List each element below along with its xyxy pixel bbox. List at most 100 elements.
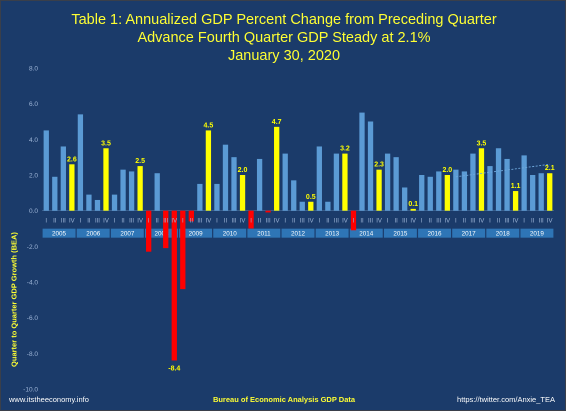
bar bbox=[282, 153, 288, 211]
bar bbox=[470, 153, 476, 211]
bar bbox=[538, 173, 544, 211]
bar bbox=[410, 208, 416, 211]
bar bbox=[137, 166, 143, 211]
y-tick-label: 4.0 bbox=[29, 137, 38, 144]
y-tick-label: -2.0 bbox=[27, 244, 39, 251]
bar bbox=[367, 121, 374, 211]
year-band bbox=[145, 228, 178, 238]
y-tick-label: -10.0 bbox=[23, 387, 38, 394]
quarter-label: II bbox=[121, 219, 125, 225]
data-label: 3.2 bbox=[340, 146, 350, 153]
quarter-label: I bbox=[80, 219, 82, 225]
quarter-label: I bbox=[387, 219, 389, 225]
bar bbox=[427, 176, 433, 211]
quarter-label: I bbox=[318, 219, 320, 225]
data-label: 2.3 bbox=[374, 162, 384, 169]
bar bbox=[436, 171, 442, 211]
bar bbox=[308, 201, 314, 211]
bar bbox=[265, 210, 271, 213]
year-band bbox=[349, 228, 383, 238]
bar bbox=[69, 164, 75, 211]
chart-subtitle: Advance Fourth Quarter GDP Steady at 2.1… bbox=[137, 30, 431, 46]
quarter-label: III bbox=[334, 219, 339, 225]
quarter-label: III bbox=[231, 219, 236, 225]
bar bbox=[222, 144, 229, 211]
bar bbox=[60, 146, 66, 211]
quarter-label: II bbox=[429, 219, 433, 225]
bar bbox=[111, 194, 118, 211]
quarter-label: IV bbox=[547, 219, 553, 225]
bar bbox=[530, 175, 536, 211]
year-label: 2015 bbox=[393, 230, 408, 237]
y-axis-label: Quarter to Quarter GDP Growth (BEA) bbox=[9, 232, 19, 367]
data-label: 2.1 bbox=[545, 165, 555, 172]
data-label: 4.7 bbox=[272, 119, 282, 126]
year-band bbox=[281, 228, 315, 238]
quarter-label: I bbox=[284, 219, 286, 225]
bar bbox=[86, 194, 92, 211]
quarter-label: II bbox=[394, 219, 398, 225]
y-tick-label: -4.0 bbox=[27, 280, 39, 287]
quarter-label: III bbox=[402, 219, 407, 225]
bar bbox=[359, 112, 365, 211]
quarter-label: III bbox=[436, 219, 441, 225]
bar bbox=[180, 210, 186, 290]
quarter-label: II bbox=[497, 219, 501, 225]
quarter-label: IV bbox=[513, 219, 519, 225]
bar bbox=[521, 155, 527, 211]
bar bbox=[333, 153, 340, 211]
x-axis-label: Bureau of Economic Analysis GDP Data bbox=[212, 395, 356, 404]
bar bbox=[171, 210, 177, 361]
chart-title: Table 1: Annualized GDP Percent Change f… bbox=[71, 12, 497, 28]
year-label: 2008 bbox=[154, 230, 169, 237]
quarter-label: II bbox=[531, 219, 535, 225]
y-tick-label: 2.0 bbox=[29, 173, 38, 180]
bar bbox=[453, 169, 459, 211]
quarter-label: III bbox=[470, 219, 475, 225]
year-band bbox=[76, 228, 110, 238]
quarter-label: IV bbox=[240, 219, 246, 225]
quarter-label: III bbox=[163, 219, 168, 225]
y-tick-label: 0.0 bbox=[29, 208, 38, 215]
quarter-label: II bbox=[156, 219, 160, 225]
quarter-label: I bbox=[523, 219, 525, 225]
data-label: 0.1 bbox=[408, 201, 418, 208]
quarter-label: II bbox=[190, 219, 194, 225]
year-band bbox=[452, 228, 486, 238]
bar bbox=[214, 183, 220, 211]
bar bbox=[291, 180, 297, 211]
footer-twitter: https://twitter.com/Anxie_TEA bbox=[457, 395, 555, 404]
year-label: 2018 bbox=[496, 230, 511, 237]
year-band bbox=[418, 228, 451, 238]
year-label: 2012 bbox=[291, 230, 306, 237]
year-label: 2005 bbox=[52, 230, 67, 237]
data-label: 4.5 bbox=[204, 122, 214, 129]
bar bbox=[350, 210, 357, 231]
quarter-label: II bbox=[326, 219, 330, 225]
data-label: 2.0 bbox=[238, 167, 248, 174]
quarter-label: III bbox=[539, 219, 544, 225]
bar bbox=[393, 157, 399, 211]
trendline bbox=[455, 163, 550, 178]
quarter-label: IV bbox=[69, 219, 75, 225]
bar bbox=[52, 176, 58, 211]
data-label: 0.5 bbox=[306, 194, 316, 201]
quarter-label: II bbox=[258, 219, 262, 225]
data-label: 2.5 bbox=[135, 158, 145, 165]
bar bbox=[94, 199, 101, 211]
bar bbox=[256, 158, 263, 211]
quarter-label: II bbox=[87, 219, 91, 225]
bar bbox=[248, 210, 254, 229]
footer-website: www.itstheeconomy.info bbox=[9, 395, 89, 404]
quarter-label: I bbox=[455, 219, 457, 225]
quarter-label: I bbox=[182, 219, 184, 225]
year-label: 2013 bbox=[325, 230, 340, 237]
year-label: 2014 bbox=[359, 230, 374, 237]
data-label: 2.0 bbox=[442, 167, 452, 174]
quarter-label: II bbox=[224, 219, 228, 225]
quarter-label: IV bbox=[479, 219, 485, 225]
quarter-label: IV bbox=[103, 219, 109, 225]
bar bbox=[146, 210, 152, 252]
